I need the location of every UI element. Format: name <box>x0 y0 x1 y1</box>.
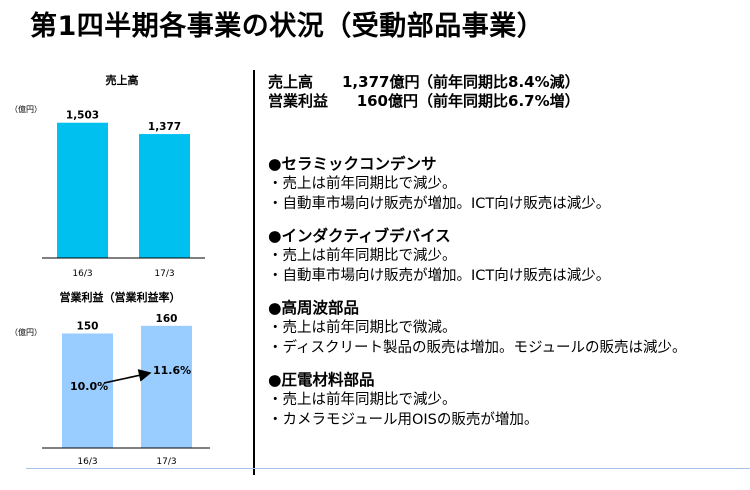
section-heading: ●圧電材料部品 <box>268 371 375 389</box>
value-label: 150 <box>77 320 99 332</box>
section-bullet: ・売上は前年同期比で減少。 <box>268 248 457 264</box>
bar-16-3 <box>62 333 113 448</box>
summary-value: 1,377億円 <box>342 73 420 91</box>
category-label: 17/3 <box>156 457 176 467</box>
section-piezoelectric: ●圧電材料部品 ・売上は前年同期比で減少。 ・カメラモジュール用OISの販売が増… <box>268 370 686 430</box>
section-high-frequency: ●高周波部品 ・売上は前年同期比で微減。 ・ディスクリート製品の販売は増加。モジ… <box>268 298 686 358</box>
chart-title: 売上高 <box>106 73 139 87</box>
summary-row-sales: 売上高 1,377億円（前年同期比8.4%減） <box>268 73 580 92</box>
bottom-rule <box>26 468 750 469</box>
summary-value: 160億円 <box>356 92 418 110</box>
section-bullet: ・売上は前年同期比で減少。 <box>268 392 457 408</box>
value-label: 160 <box>156 313 178 325</box>
section-heading: ●セラミックコンデンサ <box>268 155 437 173</box>
summary-note: （前年同期比8.4%減） <box>418 73 580 91</box>
divider-line <box>253 70 255 475</box>
section-heading: ●インダクティブデバイス <box>268 227 451 245</box>
operating-profit-chart: 営業利益（営業利益率） （億円） 150 16/3 160 17/3 10.0% 11.6% <box>0 285 250 470</box>
summary-row-profit: 営業利益 160億円（前年同期比6.7%増） <box>268 92 580 111</box>
summary-block: 売上高 1,377億円（前年同期比8.4%減） 営業利益 160億円（前年同期比6.… <box>268 73 580 111</box>
section-bullet: ・売上は前年同期比で減少。 <box>268 176 457 192</box>
section-inductive-devices: ●インダクティブデバイス ・売上は前年同期比で減少。 ・自動車市場向け販売が増加… <box>268 226 686 286</box>
value-label: 1,377 <box>148 121 181 133</box>
bar-17-3 <box>141 325 192 448</box>
segment-sections: ●セラミックコンデンサ ・売上は前年同期比で減少。 ・自動車市場向け販売が増加。… <box>268 154 686 442</box>
section-bullet: ・売上は前年同期比で微減。 <box>268 320 457 336</box>
margin-label: 11.6% <box>153 364 191 377</box>
category-label: 16/3 <box>72 269 92 279</box>
section-bullet: ・自動車市場向け販売が増加。ICT向け販売は減少。 <box>268 196 611 212</box>
section-heading: ●高周波部品 <box>268 299 360 317</box>
page-title: 第1四半期各事業の状況（受動部品事業） <box>30 11 545 42</box>
margin-trend-arrow <box>103 369 152 384</box>
summary-label: 売上高 <box>268 73 314 91</box>
section-bullet: ・自動車市場向け販売が増加。ICT向け販売は減少。 <box>268 268 611 284</box>
unit-label: （億円） <box>10 327 42 337</box>
summary-note: （前年同期比6.7%増） <box>418 92 580 110</box>
section-bullet: ・ディスクリート製品の販売は増加。モジュールの販売は減少。 <box>268 340 687 356</box>
category-label: 17/3 <box>154 269 174 279</box>
section-ceramic-capacitors: ●セラミックコンデンサ ・売上は前年同期比で減少。 ・自動車市場向け販売が増加。… <box>268 154 686 214</box>
section-bullet: ・カメラモジュール用OISの販売が増加。 <box>268 412 539 428</box>
summary-label: 営業利益 <box>268 92 329 110</box>
margin-label: 10.0% <box>70 380 108 393</box>
bar-17-3 <box>139 134 190 258</box>
unit-label: （億円） <box>10 104 42 114</box>
chart-title: 営業利益（営業利益率） <box>60 290 181 304</box>
value-label: 1,503 <box>66 110 99 122</box>
sales-chart: 売上高 （億円） 1,503 16/3 1,377 17/3 <box>0 68 250 283</box>
bar-16-3 <box>57 122 108 258</box>
category-label: 16/3 <box>77 457 97 467</box>
